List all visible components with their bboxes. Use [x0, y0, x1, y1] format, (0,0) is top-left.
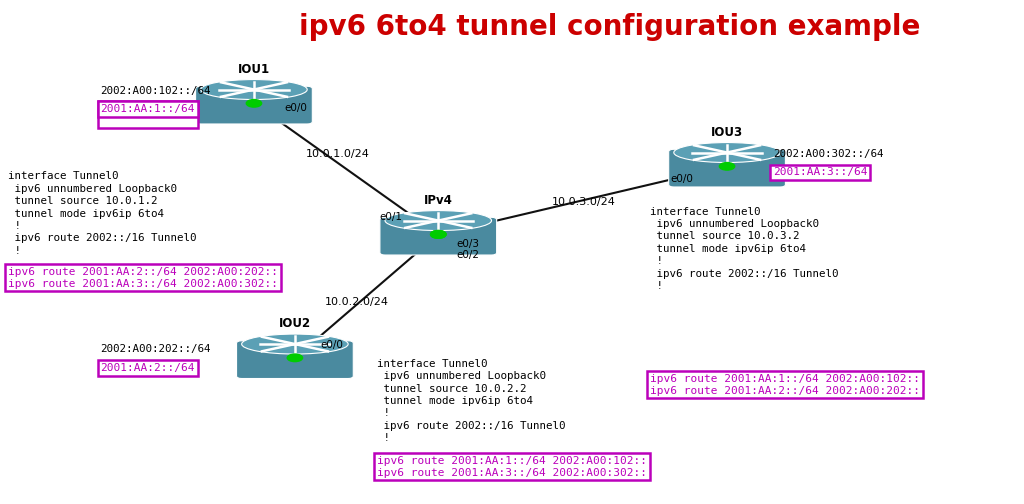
- FancyBboxPatch shape: [237, 341, 353, 379]
- Ellipse shape: [385, 211, 492, 230]
- Text: 2001:AA:1::/64: 2001:AA:1::/64: [100, 104, 195, 125]
- Ellipse shape: [385, 229, 492, 248]
- Text: e0/3: e0/3: [457, 239, 479, 249]
- Circle shape: [287, 354, 303, 362]
- Ellipse shape: [242, 352, 348, 372]
- Text: 2001:AA:3::/64: 2001:AA:3::/64: [773, 167, 867, 177]
- Text: 10.0.1.0/24: 10.0.1.0/24: [306, 149, 370, 159]
- Circle shape: [719, 162, 734, 170]
- Text: IOU3: IOU3: [711, 125, 743, 139]
- Text: e0/0: e0/0: [321, 340, 343, 350]
- Circle shape: [246, 100, 262, 107]
- Text: 2002:A00:202::/64: 2002:A00:202::/64: [100, 344, 211, 354]
- Ellipse shape: [201, 98, 307, 117]
- Ellipse shape: [242, 334, 348, 354]
- Text: IOU2: IOU2: [279, 317, 311, 330]
- Text: e0/0: e0/0: [285, 103, 307, 113]
- Text: IPv4: IPv4: [424, 194, 453, 207]
- Text: ipv6 route 2001:AA:2::/64 2002:A00:202::
ipv6 route 2001:AA:3::/64 2002:A00:302:: ipv6 route 2001:AA:2::/64 2002:A00:202::…: [8, 267, 279, 289]
- Text: 10.0.3.0/24: 10.0.3.0/24: [552, 197, 615, 207]
- Circle shape: [430, 231, 446, 238]
- FancyBboxPatch shape: [196, 86, 312, 124]
- Text: 2001:AA:1::/64: 2001:AA:1::/64: [100, 104, 195, 114]
- Text: ipv6 route 2001:AA:1::/64 2002:A00:102::
ipv6 route 2001:AA:3::/64 2002:A00:302:: ipv6 route 2001:AA:1::/64 2002:A00:102::…: [377, 456, 647, 478]
- Text: IOU1: IOU1: [238, 62, 270, 76]
- Text: 10.0.2.0/24: 10.0.2.0/24: [325, 297, 388, 307]
- Text: 2001:AA:2::/64: 2001:AA:2::/64: [100, 363, 195, 373]
- Text: ipv6 6to4 tunnel configuration example: ipv6 6to4 tunnel configuration example: [299, 13, 920, 41]
- Circle shape: [430, 231, 446, 238]
- Ellipse shape: [674, 143, 780, 162]
- FancyBboxPatch shape: [669, 149, 785, 187]
- Text: e0/2: e0/2: [457, 249, 479, 260]
- Text: interface Tunnel0
 ipv6 unnumbered Loopback0
 tunnel source 10.0.2.2
 tunnel mod: interface Tunnel0 ipv6 unnumbered Loopba…: [377, 359, 565, 443]
- Text: interface Tunnel0
 ipv6 unnumbered Loopback0
 tunnel source 10.0.3.2
 tunnel mod: interface Tunnel0 ipv6 unnumbered Loopba…: [650, 207, 839, 291]
- Text: ipv6 route 2001:AA:1::/64 2002:A00:102::
ipv6 route 2001:AA:2::/64 2002:A00:202:: ipv6 route 2001:AA:1::/64 2002:A00:102::…: [650, 374, 921, 396]
- Text: e0/1: e0/1: [379, 212, 401, 222]
- Ellipse shape: [674, 161, 780, 180]
- Circle shape: [430, 231, 446, 238]
- FancyBboxPatch shape: [380, 217, 497, 255]
- Text: interface Tunnel0
 ipv6 unnumbered Loopback0
 tunnel source 10.0.1.2
 tunnel mod: interface Tunnel0 ipv6 unnumbered Loopba…: [8, 171, 197, 256]
- Ellipse shape: [201, 80, 307, 99]
- Text: e0/0: e0/0: [671, 174, 693, 184]
- Text: 2002:A00:302::/64: 2002:A00:302::/64: [773, 149, 884, 159]
- Text: 2002:A00:102::/64: 2002:A00:102::/64: [100, 86, 211, 96]
